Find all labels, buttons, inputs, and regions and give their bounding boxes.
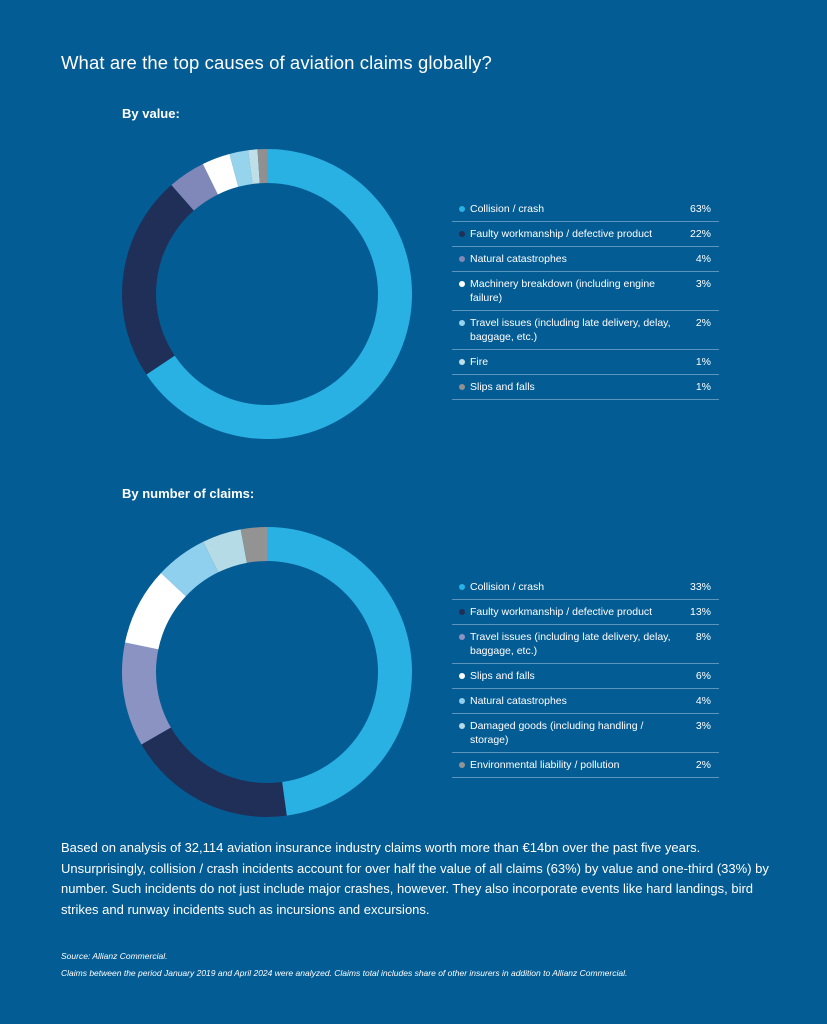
legend-label: Machinery breakdown (including engine fa… bbox=[470, 278, 656, 304]
by-value-slice-slips-and-falls bbox=[257, 149, 267, 184]
legend-value: 1% bbox=[695, 356, 711, 368]
by-number-legend-row-damaged-goods-including-handling-storage: Damaged goods (including handling / stor… bbox=[452, 714, 719, 753]
legend-label: Faulty workmanship / defective product bbox=[470, 606, 653, 618]
legend-label: Natural catastrophes bbox=[470, 695, 567, 707]
legend-label: Fire bbox=[470, 356, 489, 368]
by-value-legend-row-natural-catastrophes: Natural catastrophes 4% bbox=[452, 247, 719, 272]
footnote: Claims between the period January 2019 a… bbox=[61, 968, 628, 978]
legend-value: 63% bbox=[689, 203, 711, 215]
by-number-legend-row-travel-issues-including-late-delivery-de: Travel issues (including late delivery, … bbox=[452, 625, 719, 664]
by-value-legend-row-machinery-breakdown-including-engine-fai: Machinery breakdown (including engine fa… bbox=[452, 272, 719, 311]
legend-value: 2% bbox=[695, 317, 711, 329]
legend-label: Natural catastrophes bbox=[470, 253, 567, 265]
legend-label: Environmental liability / pollution bbox=[470, 759, 620, 771]
legend-value: 6% bbox=[695, 670, 711, 682]
by-value-slice-machinery-breakdown-including-engine-fai bbox=[202, 153, 239, 195]
by-number-legend-row-environmental-liability-pollution: Environmental liability / pollution 2% bbox=[452, 753, 719, 778]
by-number-slice-faulty-workmanship-defective-product bbox=[141, 727, 287, 817]
legend-swatch-icon bbox=[459, 384, 465, 390]
by-number-slice-damaged-goods-including-handling-storage bbox=[203, 529, 247, 573]
by-value-legend-row-fire: Fire 1% bbox=[452, 350, 719, 375]
legend-label: Collision / crash bbox=[470, 203, 545, 215]
by-value-slice-travel-issues-including-late-delivery-de bbox=[229, 150, 253, 187]
legend-swatch-icon bbox=[459, 609, 465, 615]
by-value-legend-row-collision-crash: Collision / crash 63% bbox=[452, 197, 719, 222]
by-number-slice-natural-catastrophes bbox=[161, 541, 219, 597]
legend-swatch-icon bbox=[459, 584, 465, 590]
legend-label: Slips and falls bbox=[470, 381, 535, 393]
legend-by-value: Collision / crash 63% Faulty workmanship /… bbox=[452, 197, 719, 400]
by-value-legend-row-slips-and-falls: Slips and falls 1% bbox=[452, 375, 719, 400]
legend-value: 3% bbox=[695, 720, 711, 732]
by-number-slice-collision-crash bbox=[267, 527, 413, 816]
legend-swatch-icon bbox=[459, 698, 465, 704]
legend-label: Damaged goods (including handling / stor… bbox=[470, 720, 644, 746]
legend-swatch-icon bbox=[459, 320, 465, 326]
legend-by-number: Collision / crash 33% Faulty workmanship /… bbox=[452, 575, 719, 778]
legend-label: Travel issues (including late delivery, … bbox=[470, 317, 671, 343]
legend-label: Slips and falls bbox=[470, 670, 535, 682]
legend-swatch-icon bbox=[459, 359, 465, 365]
legend-value: 2% bbox=[695, 759, 711, 771]
source-note: Source: Allianz Commercial. bbox=[61, 951, 168, 961]
donut-chart-by-number bbox=[122, 527, 413, 817]
legend-value: 3% bbox=[695, 278, 711, 290]
legend-swatch-icon bbox=[459, 673, 465, 679]
body-paragraph: Based on analysis of 32,114 aviation ins… bbox=[61, 840, 769, 917]
chart-title-by-value: By value: bbox=[122, 106, 180, 121]
by-value-slice-fire bbox=[248, 149, 260, 184]
donut-chart-by-value bbox=[122, 149, 413, 439]
legend-value: 1% bbox=[695, 381, 711, 393]
by-number-slice-environmental-liability-pollution bbox=[240, 527, 267, 563]
legend-swatch-icon bbox=[459, 762, 465, 768]
legend-label: Travel issues (including late delivery, … bbox=[470, 631, 671, 657]
by-value-slice-faulty-workmanship-defective-product bbox=[122, 184, 194, 375]
by-number-legend-row-faulty-workmanship-defective-product: Faulty workmanship / defective product 13… bbox=[452, 600, 719, 625]
by-number-legend-row-natural-catastrophes: Natural catastrophes 4% bbox=[452, 689, 719, 714]
page-title: What are the top causes of aviation clai… bbox=[61, 52, 492, 73]
legend-value: 22% bbox=[689, 228, 711, 240]
by-number-slice-travel-issues-including-late-delivery-de bbox=[122, 642, 171, 745]
chart-title-by-number: By number of claims: bbox=[122, 486, 255, 501]
by-value-legend-row-travel-issues-including-late-delivery-de: Travel issues (including late delivery, … bbox=[452, 311, 719, 350]
legend-value: 4% bbox=[695, 253, 711, 265]
legend-value: 4% bbox=[695, 695, 711, 707]
legend-value: 13% bbox=[689, 606, 711, 618]
legend-swatch-icon bbox=[459, 723, 465, 729]
legend-swatch-icon bbox=[459, 256, 465, 262]
legend-value: 33% bbox=[689, 581, 711, 593]
legend-label: Faulty workmanship / defective product bbox=[470, 228, 653, 240]
legend-value: 8% bbox=[695, 631, 711, 643]
by-number-legend-row-slips-and-falls: Slips and falls 6% bbox=[452, 664, 719, 689]
by-number-legend-row-collision-crash: Collision / crash 33% bbox=[452, 575, 719, 600]
by-value-slice-natural-catastrophes bbox=[171, 163, 218, 211]
legend-swatch-icon bbox=[459, 206, 465, 212]
legend-label: Collision / crash bbox=[470, 581, 545, 593]
by-number-slice-slips-and-falls bbox=[125, 573, 186, 650]
legend-swatch-icon bbox=[459, 634, 465, 640]
legend-swatch-icon bbox=[459, 281, 465, 287]
by-value-legend-row-faulty-workmanship-defective-product: Faulty workmanship / defective product 22… bbox=[452, 222, 719, 247]
legend-swatch-icon bbox=[459, 231, 465, 237]
